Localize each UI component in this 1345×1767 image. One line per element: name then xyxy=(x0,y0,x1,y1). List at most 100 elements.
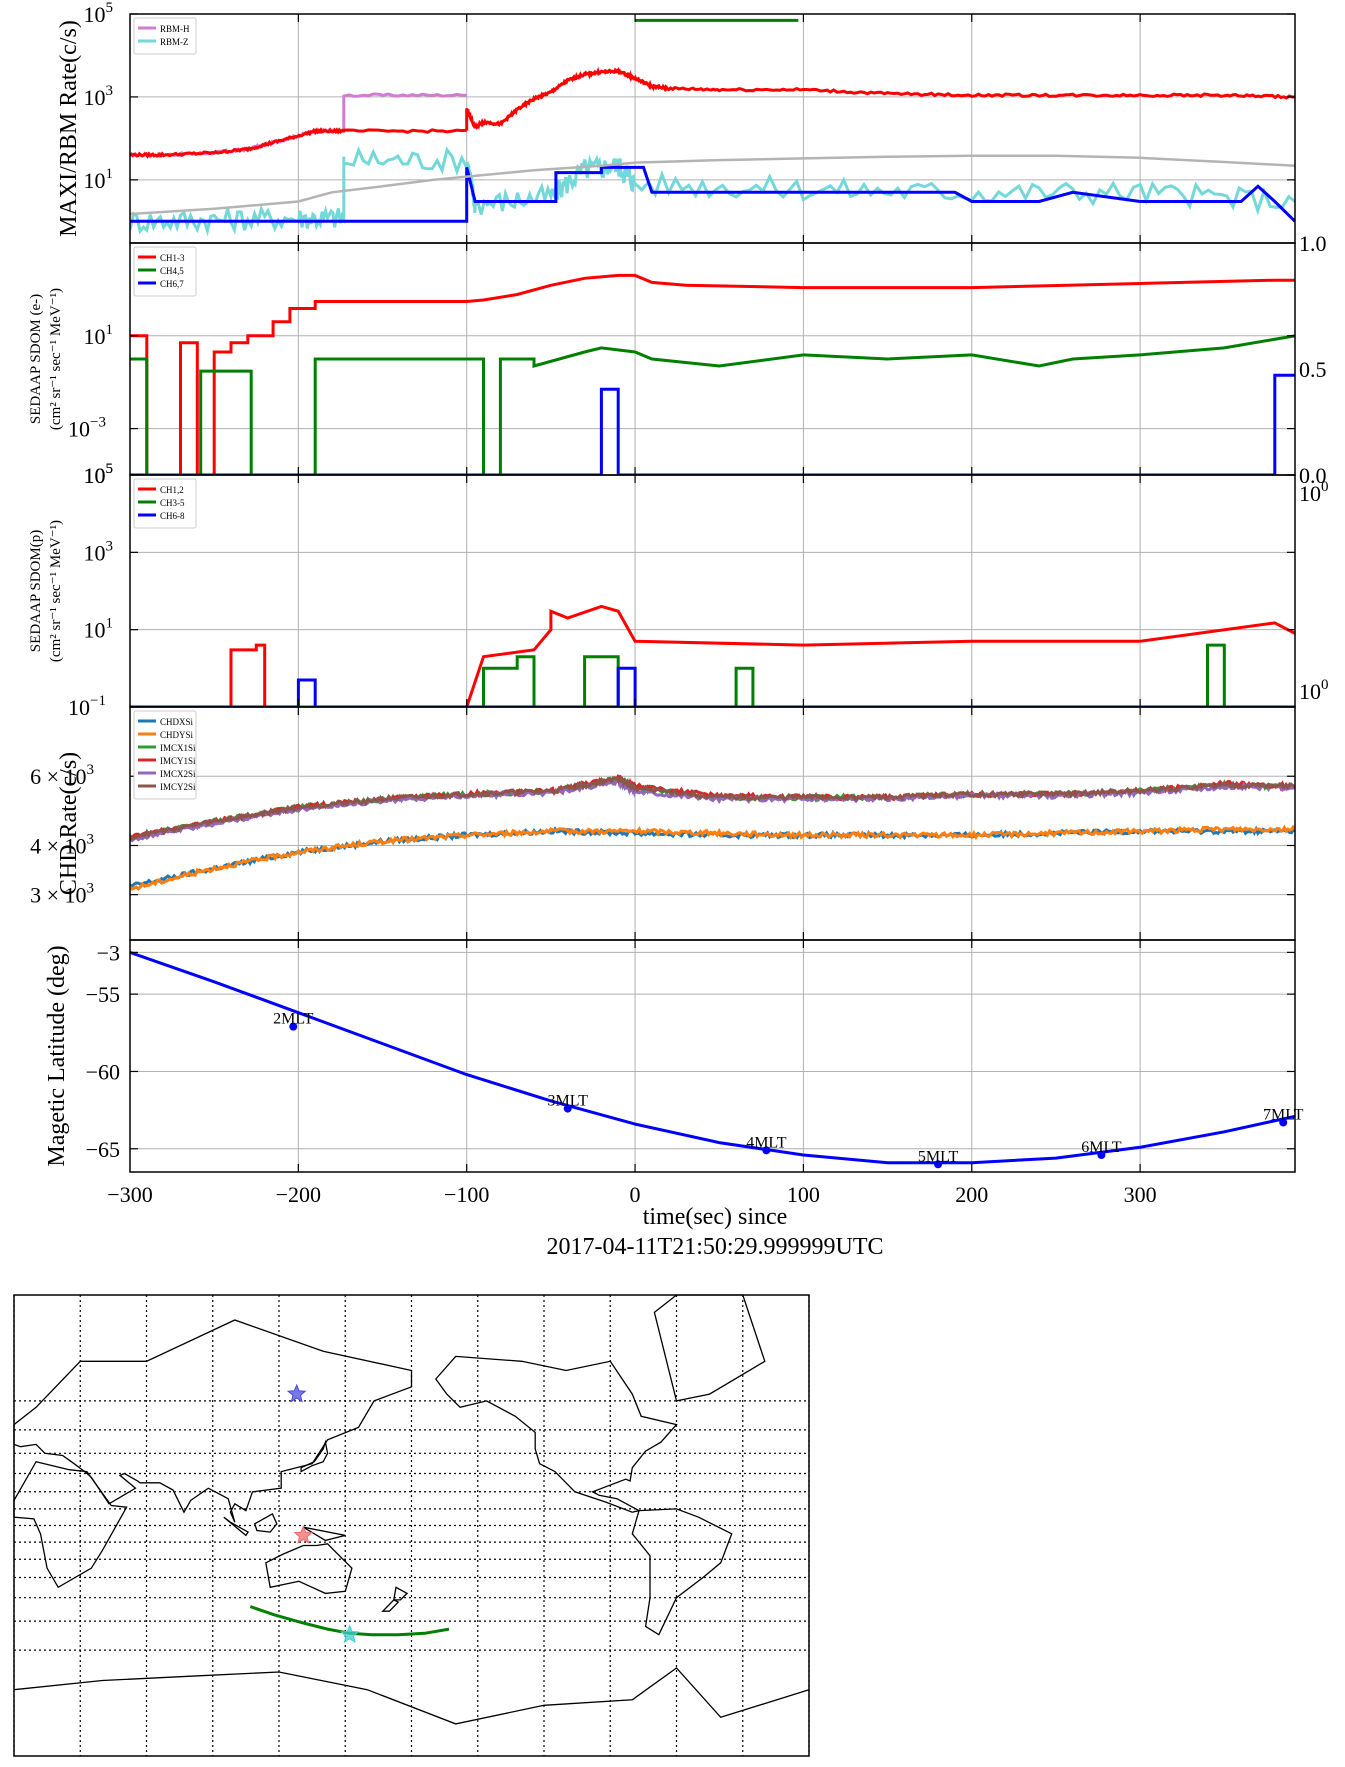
series-line-ch3-5 xyxy=(130,643,1295,707)
legend-label: CHDYSi xyxy=(160,730,194,740)
right-tick-label: 100 xyxy=(1299,677,1329,704)
y-tick-label: −3 xyxy=(97,940,120,965)
legend-label: CH4,5 xyxy=(160,266,184,276)
y-axis-label: SEDAAP SDOM (e-) xyxy=(28,294,44,424)
mlt-marker xyxy=(1097,1150,1106,1159)
panel-frame xyxy=(129,474,1296,708)
x-tick-label: 200 xyxy=(955,1182,988,1207)
mlt-label: 3MLT xyxy=(548,1093,589,1110)
y-tick-label: 10−1 xyxy=(68,693,106,720)
series-line-chdxsi xyxy=(130,825,1295,888)
mlt-label: 2MLT xyxy=(273,1011,314,1028)
position-star-icon xyxy=(293,1525,314,1544)
series-line-trace-3 xyxy=(130,165,1295,223)
legend-label: IMCY2Si xyxy=(160,782,196,792)
series-line-trace-4 xyxy=(130,154,1295,216)
y-tick-label: 101 xyxy=(84,166,114,193)
coastline xyxy=(13,1667,810,1725)
y-tick-label: 4 × 103 xyxy=(30,831,94,858)
legend: RBM-H RBM-Z xyxy=(133,17,197,55)
coastline xyxy=(300,1439,329,1473)
y-tick-label: 6 × 103 xyxy=(30,762,94,789)
series-layer xyxy=(130,604,1295,707)
y-tick-label: 105 xyxy=(84,0,114,27)
series-line-ch4-5 xyxy=(130,334,1295,475)
legend-label: CH1,2 xyxy=(160,485,184,495)
series-layer xyxy=(130,66,1295,237)
legend: CHDXSi CHDYSi IMCX1Si IMCY1Si IMCX2Si IMCY2Si xyxy=(133,710,197,800)
mlt-marker xyxy=(762,1146,771,1155)
x-tick-label: 0 xyxy=(630,1182,641,1207)
mlt-label: 7MLT xyxy=(1263,1107,1304,1124)
series-line-ch6-7 xyxy=(130,373,1295,475)
series-layer xyxy=(130,950,1295,1165)
series-line-trace-0 xyxy=(130,950,1295,1165)
series-line-trace-2 xyxy=(130,66,1295,159)
y-tick-label: 103 xyxy=(84,538,114,565)
position-star-icon xyxy=(339,1624,360,1644)
y-tick-label: −60 xyxy=(86,1059,120,1084)
series-line-ch6-8 xyxy=(130,666,1295,707)
series-line-rbm-z xyxy=(130,146,1295,237)
coastline xyxy=(631,1508,733,1636)
mlt-marker xyxy=(563,1104,572,1113)
right-tick-label: 1.0 xyxy=(1299,231,1327,256)
y-axis-label: CHD Rate(c/s) xyxy=(56,752,82,895)
map-panel xyxy=(13,1294,810,1757)
x-tick-label: 100 xyxy=(787,1182,820,1207)
panel-frame xyxy=(129,13,1296,244)
y-tick-label: −65 xyxy=(86,1137,120,1162)
x-tick-label: −100 xyxy=(444,1182,489,1207)
coastline xyxy=(265,1543,353,1595)
y-tick-label: 101 xyxy=(84,616,114,643)
series-line-chdysi xyxy=(130,824,1295,891)
series-line-ch1-2 xyxy=(130,604,1295,707)
x-tick-label: −200 xyxy=(276,1182,321,1207)
panel-sedaap-p: 10−1 101 103 105 100 100 SEDAAP SDOM(p) (cm² sr… xyxy=(28,461,1329,720)
y-tick-label: −55 xyxy=(86,982,120,1007)
y-tick-label: 101 xyxy=(84,322,114,349)
y-axis-units: (cm² sr⁻¹ sec⁻¹ MeV⁻¹) xyxy=(48,520,64,662)
legend-label: IMCX2Si xyxy=(160,769,196,779)
mlt-label: 6MLT xyxy=(1081,1139,1122,1156)
position-star-icon xyxy=(286,1383,307,1403)
coastline xyxy=(653,1294,766,1402)
legend-label: RBM-Z xyxy=(160,37,189,47)
x-tick-label: −300 xyxy=(107,1182,152,1207)
right-tick-label: 0.5 xyxy=(1299,357,1327,382)
legend-label: CHDXSi xyxy=(160,717,194,727)
mlt-label: 4MLT xyxy=(746,1134,787,1151)
legend-label: IMCY1Si xyxy=(160,756,196,766)
legend-label: CH3-5 xyxy=(160,498,185,508)
series-layer xyxy=(130,273,1295,475)
legend-label: CH6-8 xyxy=(160,511,185,521)
y-tick-label: 105 xyxy=(84,461,114,488)
coastline xyxy=(223,1516,250,1537)
panel-sedaap-e: 105 10−3 101 0.0 0.5 1.0 SEDAAP SDOM (e-) (cm² … xyxy=(28,231,1327,488)
legend: CH1-3 CH4,5 CH6,7 xyxy=(133,246,197,297)
coastline xyxy=(434,1355,678,1513)
legend-label: RBM-H xyxy=(160,24,190,34)
y-axis-label: SEDAAP SDOM(p) xyxy=(28,530,44,652)
time-reference-label: 2017-04-11T21:50:29.999999UTC xyxy=(546,1234,883,1260)
y-tick-label: 10−3 xyxy=(68,415,106,442)
panel-frame xyxy=(129,706,1296,941)
series-line-ch1-3 xyxy=(130,273,1295,475)
panel-maglat: 2MLT 3MLT 4MLT 5MLT 6MLT 7MLT −65 −60 −55 −3 Maget… xyxy=(44,939,1304,1207)
legend-label: IMCX1Si xyxy=(160,743,196,753)
mlt-marker xyxy=(934,1160,943,1169)
coastline xyxy=(393,1586,409,1601)
y-tick-label: 3 × 103 xyxy=(30,881,94,908)
panel-frame xyxy=(129,242,1296,476)
coastline xyxy=(381,1599,400,1612)
y-axis-units: (cm² sr⁻¹ sec⁻¹ MeV⁻¹) xyxy=(48,288,64,430)
panel-frame xyxy=(129,939,1296,1173)
series-line-imcy2si xyxy=(130,774,1295,841)
y-axis-label: Magetic Latitude (deg) xyxy=(44,945,70,1166)
y-tick-label: 105 xyxy=(84,461,114,488)
x-tick-label: 300 xyxy=(1124,1182,1157,1207)
x-axis-label: time(sec) since xyxy=(643,1204,788,1230)
